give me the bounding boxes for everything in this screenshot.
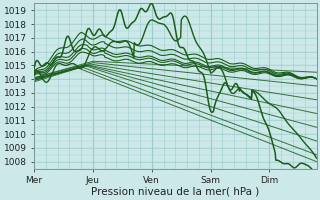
X-axis label: Pression niveau de la mer( hPa ): Pression niveau de la mer( hPa ) bbox=[91, 187, 260, 197]
